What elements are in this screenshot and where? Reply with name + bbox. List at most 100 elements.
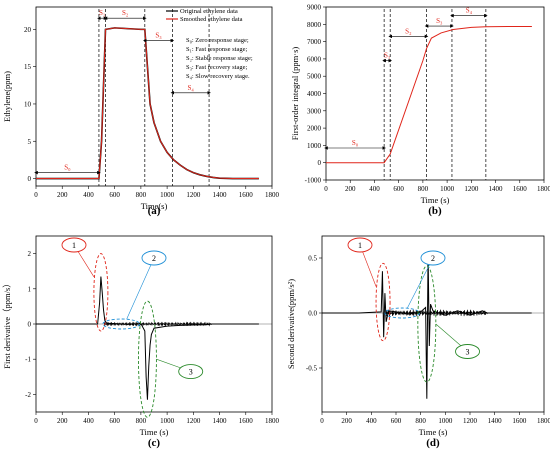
- callout-leader: [407, 257, 434, 309]
- x-axis-label: Time (s): [140, 427, 169, 437]
- y-tick-label: 8000: [307, 21, 322, 29]
- plot-frame: [321, 235, 545, 413]
- x-tick-label: 1400: [489, 185, 504, 193]
- x-tick-label: 1600: [512, 417, 527, 425]
- y-tick-label: 15: [24, 63, 32, 71]
- legend-entry: Original ethylene data: [180, 8, 238, 15]
- y-tick-label: 1000: [307, 142, 322, 150]
- x-axis-label: Time(s): [141, 201, 168, 211]
- x-tick-label: 800: [418, 185, 429, 193]
- stage-note: S₄: Slow recovery stage.: [186, 73, 250, 80]
- x-tick-label: 200: [345, 185, 356, 193]
- x-tick-label: 200: [341, 417, 352, 425]
- callout-bubble: [347, 237, 373, 253]
- x-tick-label: 1200: [464, 185, 479, 193]
- x-tick-label: 200: [57, 191, 68, 199]
- x-tick-label: 1200: [463, 417, 478, 425]
- y-tick-label: 0.0: [308, 310, 317, 318]
- annotation-ellipse: [375, 262, 391, 342]
- x-tick-label: 1800: [537, 185, 550, 193]
- x-axis-label: Time (s): [419, 427, 448, 437]
- y-tick-label: 0.5: [308, 255, 317, 263]
- callout-number: 3: [189, 368, 193, 377]
- x-tick-label: 800: [136, 191, 147, 199]
- series-line: [326, 26, 532, 164]
- x-tick-label: 0: [34, 191, 38, 199]
- x-tick-label: 600: [393, 185, 404, 193]
- legend-entry: Smoothed ethylene data: [180, 16, 243, 23]
- series-line: [36, 27, 259, 180]
- x-tick-label: 600: [391, 417, 402, 425]
- panel-b-chart: 0 200 400 600 800 1000 1200 1400 1600 1800-100001…: [290, 4, 550, 218]
- y-tick-label: 0: [28, 175, 32, 183]
- x-tick-label: 1400: [488, 417, 503, 425]
- y-tick-label: 10: [24, 100, 32, 108]
- y-tick-label: 5000: [307, 73, 322, 81]
- annotation-ellipse: [384, 307, 420, 319]
- stage-note: S₀: Zero response stage;: [186, 37, 249, 44]
- y-axis-label: Second derivative(ppm/s²): [286, 279, 296, 369]
- plot-frame: [35, 6, 273, 187]
- panel-label: (a): [148, 205, 161, 217]
- y-axis-label: First derivative（ppm/s）: [2, 279, 12, 368]
- callout-number: 2: [431, 254, 435, 263]
- stage-label: S₂: [122, 9, 129, 17]
- y-tick-label: 5: [28, 138, 32, 146]
- y-tick-label: 0: [318, 159, 322, 167]
- x-tick-label: 1800: [265, 417, 280, 425]
- panel-label: (d): [426, 437, 440, 449]
- panel-c-chart: 0 200 400 600 800 1000 1200 1400 1600 1800 -2 -1 0 1 2…: [2, 235, 280, 449]
- x-tick-label: 600: [109, 417, 120, 425]
- y-axis-label: Ethylene(ppm): [2, 71, 12, 122]
- callout-number: 3: [466, 348, 470, 357]
- y-tick-label: 9000: [307, 4, 322, 12]
- y-tick-label: 6000: [307, 55, 322, 63]
- stage-note: S₂: Stable response stage;: [186, 55, 253, 62]
- y-tick-label: -2: [25, 391, 31, 399]
- series-line: [36, 276, 259, 400]
- panel-label: (c): [148, 437, 161, 449]
- callout-leader: [126, 257, 155, 320]
- annotation-ellipse: [137, 300, 157, 418]
- x-tick-label: 1200: [186, 191, 201, 199]
- stage-label: S₂: [405, 27, 412, 35]
- x-tick-label: 800: [136, 417, 147, 425]
- y-tick-label: 2: [28, 250, 32, 258]
- x-tick-label: 1400: [213, 417, 228, 425]
- x-tick-label: 1800: [265, 191, 280, 199]
- y-tick-label: 7000: [307, 38, 322, 46]
- stage-label: S₀: [64, 164, 71, 172]
- x-tick-label: 0: [34, 417, 38, 425]
- panel-a-chart: 0 200 400 600 800 1000 1200 1400 1600 1800 0 5 10 15 2…: [2, 6, 280, 217]
- panel-d-chart: 0 200 400 600 800 1000 1200 1400 1600 1800 -0.5 0.0…: [286, 235, 550, 449]
- callout-number: 1: [358, 241, 362, 250]
- x-tick-label: 0: [324, 185, 328, 193]
- y-tick-label: 0: [28, 321, 32, 329]
- y-axis-label: First-order integral (ppm·s): [290, 47, 300, 141]
- x-axis-label: Time (s): [421, 195, 450, 205]
- x-tick-label: 1600: [239, 191, 254, 199]
- x-tick-label: 1400: [213, 191, 228, 199]
- x-tick-label: 1000: [160, 191, 175, 199]
- x-tick-label: 1800: [537, 417, 550, 425]
- callout-bubble: [141, 250, 167, 266]
- y-tick-label: 3000: [307, 107, 322, 115]
- series-line: [322, 252, 532, 399]
- y-tick-label: -0.5: [306, 365, 318, 373]
- callout-bubble: [178, 364, 204, 379]
- plot-frame: [325, 6, 545, 181]
- x-tick-label: 200: [57, 417, 68, 425]
- x-tick-label: 1000: [160, 417, 175, 425]
- callout-bubble: [61, 237, 87, 253]
- stage-note: S₃: Fast recovery stage;: [186, 64, 247, 71]
- callout-bubble: [420, 250, 446, 266]
- y-tick-label: 2000: [307, 125, 322, 133]
- stage-label: S₀: [352, 139, 359, 147]
- annotation-ellipse: [102, 318, 141, 330]
- stage-label: S₄: [188, 84, 195, 92]
- y-tick-label: -1000: [305, 177, 322, 185]
- x-tick-label: 1000: [438, 417, 453, 425]
- series-noise: [103, 321, 212, 327]
- x-tick-label: 800: [415, 417, 426, 425]
